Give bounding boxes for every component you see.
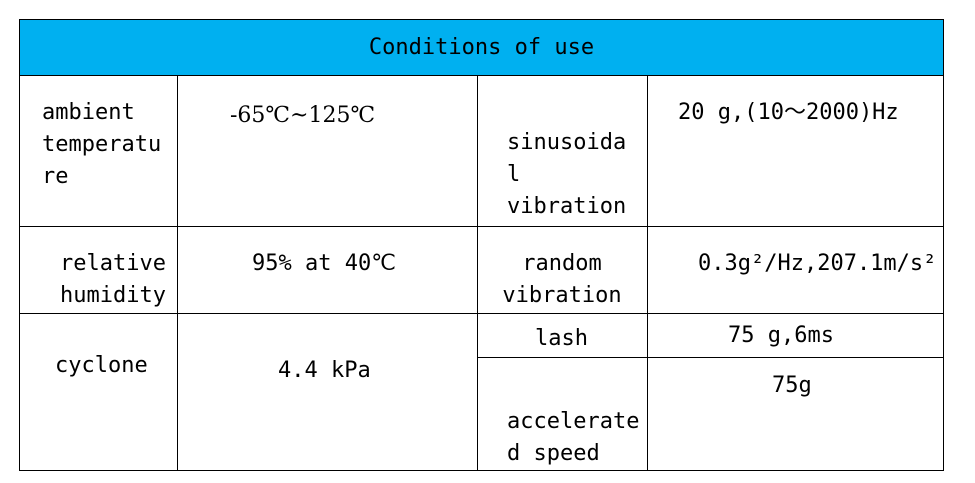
- sinusoidal-vibration-label: sinusoida l vibration: [507, 130, 627, 219]
- accelerated-speed-label: accelerate d speed: [507, 409, 640, 466]
- column-divider-1: [177, 76, 178, 471]
- accelerated-speed-value: 75g: [772, 373, 812, 398]
- sinusoidal-vibration-value: 20 g,(10～2000)Hz: [678, 100, 899, 125]
- random-vibration-label: random vibration: [502, 251, 622, 308]
- column-divider-2: [477, 76, 478, 471]
- random-vibration-value: 0.3g²/Hz,207.1m/s²: [698, 251, 937, 276]
- cyclone-label: cyclone: [55, 353, 148, 378]
- row-divider-2: [20, 313, 943, 314]
- relative-humidity-value: 95% at 40℃: [252, 251, 396, 276]
- conditions-table: Conditions of use ambient temperatu re -…: [19, 19, 944, 471]
- row-divider-3: [477, 357, 943, 358]
- ambient-temperature-value: -65℃~125℃: [230, 103, 376, 128]
- column-divider-3: [647, 76, 648, 471]
- ambient-temperature-label: ambient temperatu re: [42, 100, 162, 189]
- relative-humidity-label: relative humidity: [60, 251, 166, 308]
- row-divider-1: [20, 226, 943, 227]
- table-title: Conditions of use: [20, 20, 943, 76]
- cyclone-value: 4.4 kPa: [278, 358, 371, 383]
- lash-label: lash: [535, 326, 588, 351]
- lash-value: 75 g,6ms: [728, 323, 834, 348]
